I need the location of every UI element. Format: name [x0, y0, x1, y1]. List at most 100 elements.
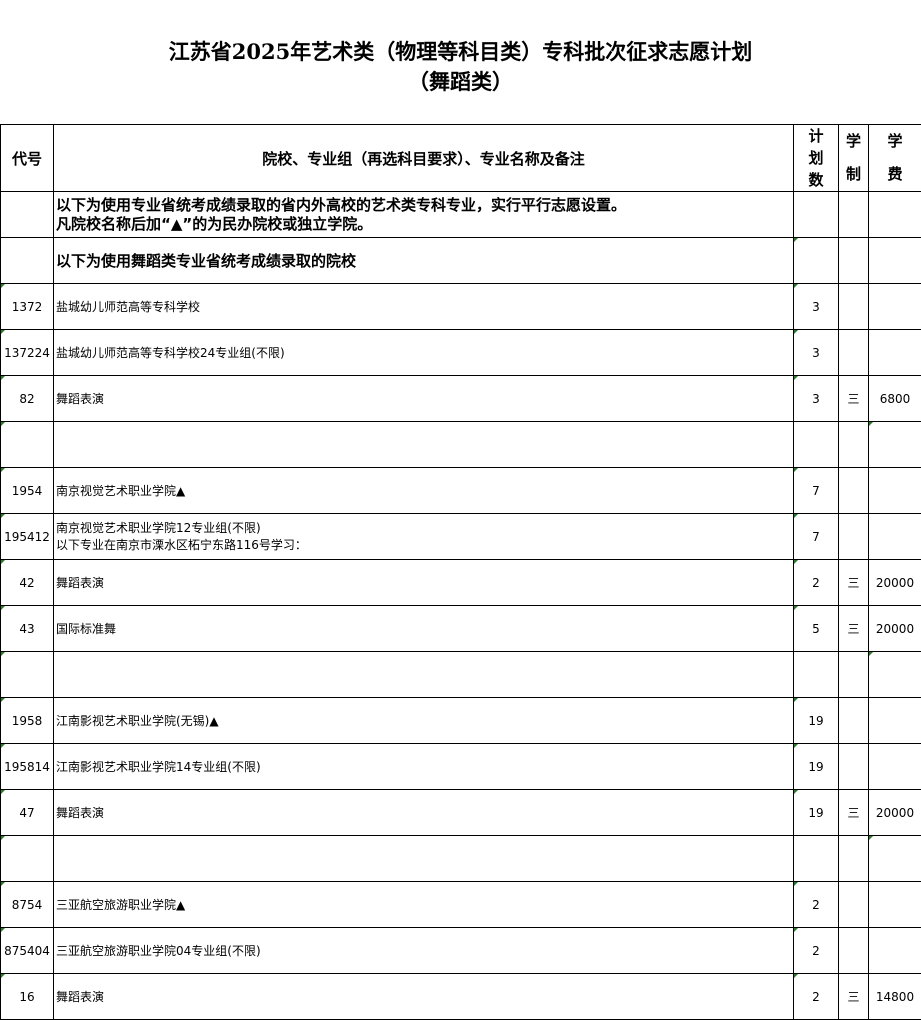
plan-cell: 7 — [794, 514, 839, 560]
fee-cell — [869, 882, 921, 928]
years-cell — [839, 514, 869, 560]
table-row — [1, 652, 921, 698]
years-cell — [839, 698, 869, 744]
years-cell — [839, 422, 869, 468]
plan-cell: 2 — [794, 928, 839, 974]
plan-cell: 3 — [794, 376, 839, 422]
name-cell: 南京视觉艺术职业学院12专业组(不限)以下专业在南京市溧水区柘宁东路116号学习… — [54, 514, 794, 560]
years-cell — [839, 652, 869, 698]
plan-cell: 19 — [794, 698, 839, 744]
code-cell — [1, 422, 54, 468]
name-cell: 盐城幼儿师范高等专科学校24专业组(不限) — [54, 330, 794, 376]
header-plan: 计划数 — [794, 125, 839, 192]
page-title: 江苏省2025年艺术类（物理等科目类）专科批次征求志愿计划 — [0, 36, 921, 66]
name-cell: 江南影视艺术职业学院(无锡)▲ — [54, 698, 794, 744]
name-cell — [54, 652, 794, 698]
years-cell — [839, 284, 869, 330]
code-cell: 16 — [1, 974, 54, 1020]
page-subtitle: （舞蹈类） — [0, 66, 921, 96]
code-cell: 43 — [1, 606, 54, 652]
code-cell: 47 — [1, 790, 54, 836]
plan-cell: 2 — [794, 560, 839, 606]
years-cell — [839, 330, 869, 376]
table-row — [1, 422, 921, 468]
plan-cell: 19 — [794, 744, 839, 790]
name-cell: 舞蹈表演 — [54, 560, 794, 606]
code-cell: 1372 — [1, 284, 54, 330]
code-cell: 195412 — [1, 514, 54, 560]
name-cell: 三亚航空旅游职业学院04专业组(不限) — [54, 928, 794, 974]
fee-cell — [869, 514, 921, 560]
plan-cell — [794, 652, 839, 698]
header-name: 院校、专业组（再选科目要求）、专业名称及备注 — [54, 125, 794, 192]
plan-cell — [794, 422, 839, 468]
fee-cell: 14800 — [869, 974, 921, 1020]
plan-cell: 3 — [794, 330, 839, 376]
years-cell — [839, 468, 869, 514]
code-cell: 1954 — [1, 468, 54, 514]
fee-cell — [869, 284, 921, 330]
header-fee: 学费 — [869, 125, 921, 192]
header-code: 代号 — [1, 125, 54, 192]
plan-table: 代号 院校、专业组（再选科目要求）、专业名称及备注 计划数 学制 学费 以下为使… — [0, 124, 921, 1020]
plan-cell: 2 — [794, 974, 839, 1020]
plan-cell: 3 — [794, 284, 839, 330]
fee-cell — [869, 652, 921, 698]
name-cell: 舞蹈表演 — [54, 974, 794, 1020]
fee-cell: 6800 — [869, 376, 921, 422]
name-cell: 国际标准舞 — [54, 606, 794, 652]
note-text: 以下为使用舞蹈类专业省统考成绩录取的院校 — [54, 238, 794, 284]
header-years: 学制 — [839, 125, 869, 192]
code-cell: 8754 — [1, 882, 54, 928]
fee-cell: 20000 — [869, 790, 921, 836]
fee-cell — [869, 422, 921, 468]
years-cell: 三 — [839, 606, 869, 652]
code-cell: 137224 — [1, 330, 54, 376]
plan-cell: 7 — [794, 468, 839, 514]
name-cell: 舞蹈表演 — [54, 790, 794, 836]
code-cell — [1, 652, 54, 698]
fee-cell — [869, 928, 921, 974]
fee-cell — [869, 698, 921, 744]
plan-cell: 2 — [794, 882, 839, 928]
fee-cell — [869, 836, 921, 882]
name-cell: 三亚航空旅游职业学院▲ — [54, 882, 794, 928]
years-cell: 三 — [839, 974, 869, 1020]
name-cell — [54, 836, 794, 882]
plan-cell — [794, 836, 839, 882]
note-row: 以下为使用舞蹈类专业省统考成绩录取的院校 — [1, 238, 921, 284]
plan-cell: 5 — [794, 606, 839, 652]
code-cell: 1958 — [1, 698, 54, 744]
code-cell: 875404 — [1, 928, 54, 974]
years-cell: 三 — [839, 376, 869, 422]
years-cell — [839, 928, 869, 974]
fee-cell — [869, 744, 921, 790]
name-cell: 盐城幼儿师范高等专科学校 — [54, 284, 794, 330]
years-cell: 三 — [839, 560, 869, 606]
years-cell — [839, 744, 869, 790]
name-cell — [54, 422, 794, 468]
plan-cell: 19 — [794, 790, 839, 836]
table-row — [1, 836, 921, 882]
note-text: 以下为使用专业省统考成绩录取的省内外高校的艺术类专科专业，实行平行志愿设置。凡院… — [54, 192, 794, 238]
note-row: 以下为使用专业省统考成绩录取的省内外高校的艺术类专科专业，实行平行志愿设置。凡院… — [1, 192, 921, 238]
years-cell — [839, 836, 869, 882]
name-cell: 南京视觉艺术职业学院▲ — [54, 468, 794, 514]
fee-cell — [869, 330, 921, 376]
table-header: 代号 院校、专业组（再选科目要求）、专业名称及备注 计划数 学制 学费 — [1, 125, 921, 192]
code-cell — [1, 836, 54, 882]
fee-cell: 20000 — [869, 606, 921, 652]
